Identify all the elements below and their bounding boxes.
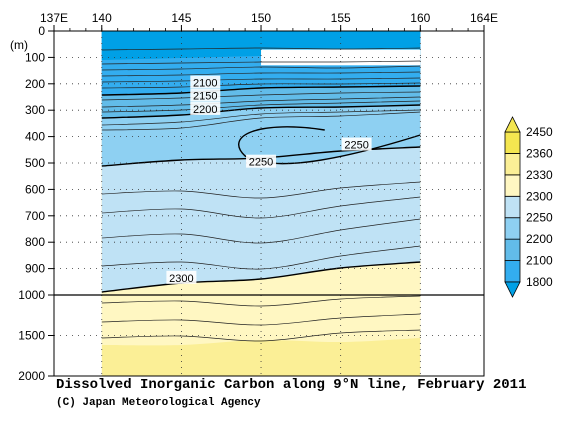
y-tick-label-1: 100 [25,50,45,64]
x-tick-label-3: 150 [251,11,271,25]
contour-thin-8 [101,100,421,113]
contour-thin-17 [101,329,421,342]
contour-2200 [101,104,421,119]
credit-line: (C) Japan Meteorological Agency [56,397,261,409]
colorbar-label-5: 2200 [526,232,553,246]
y-tick-label-11: 1500 [18,329,45,343]
contour-thin-13 [101,218,421,244]
contour-label-5: 2300 [169,273,193,285]
y-tick-label-6: 600 [25,182,45,196]
colorbar-label-6: 2100 [526,254,553,268]
chart-title: Dissolved Inorganic Carbon along 9°N lin… [56,377,527,393]
contour-label-1: 2150 [193,91,217,103]
x-tick-label-5: 160 [410,11,430,25]
contour-thin-15 [101,295,421,307]
contour-thin-0 [101,47,421,51]
contour-label-bg-4 [341,137,372,151]
contour-label-bg-5 [166,270,197,284]
y-tick-label-9: 900 [25,262,45,276]
depth-unit-label: (m) [10,38,28,52]
contour-label-bg-2 [190,101,221,115]
x-tick-label-2: 145 [171,11,191,25]
contour-thin-14 [101,245,421,270]
depth-axis: (m) 0 100 200 300 400 500 600 700 800 900 1000 1500… [10,24,54,383]
contour-label-bg-3 [246,154,277,168]
y-tick-label-4: 400 [25,130,45,144]
y-tick-label-2: 200 [25,77,45,91]
colorbar-segment-2 [504,217,521,240]
colorbar-segment-1 [504,238,521,261]
colorbar-segment-5 [504,153,521,176]
colorbar-label-1: 2360 [526,146,553,160]
x-tick-label-1: 140 [92,11,112,25]
colorbar-segment-4 [504,174,521,197]
contour-label-4: 2250 [344,140,368,152]
plot-frame [53,30,485,377]
y-tick-label-3: 300 [25,103,45,117]
contour-thin-10 [101,111,421,131]
fill-bulge-2250 [238,125,421,164]
contour-label-3: 2250 [249,157,273,169]
colorbar: 2450 2360 2330 2300 2250 2200 2100 1800 [504,116,553,298]
contour-2300 [101,261,421,293]
colorbar-segment-0 [504,260,521,283]
contour-label-0: 2100 [193,77,217,89]
colorbar-label-3: 2300 [526,189,553,203]
y-tick-label-8: 800 [25,235,45,249]
x-tick-label-6: 164E [470,11,498,25]
colorbar-bottom-arrow [504,281,521,298]
x-tick-label-4: 155 [331,11,351,25]
colorbar-label-0: 2450 [526,125,553,139]
y-tick-label-5: 500 [25,156,45,170]
longitude-axis: 137E 140 145 150 155 160 164E [40,11,498,31]
y-tick-label-7: 700 [25,209,45,223]
colorbar-top-arrow [504,116,521,133]
y-tick-label-12: 2000 [18,369,45,383]
contour-label-bg-1 [190,88,221,102]
contour-thin-9 [101,109,421,126]
colorbar-segment-6 [504,131,521,154]
contour-label-2: 2200 [193,104,217,116]
colorbar-label-2: 2330 [526,168,553,182]
contour-thin-11 [101,181,421,199]
contour-2100 [101,85,421,96]
contour-thin-6 [101,91,421,101]
y-tick-label-0: 0 [38,24,45,38]
colorbar-label-7: 1800 [526,275,553,289]
colorbar-segment-3 [504,195,521,219]
colored-section [101,31,421,376]
x-tick-label-0: 137E [40,11,68,25]
contour-label-bg-0 [190,75,221,89]
colorbar-label-4: 2250 [526,211,553,225]
contour-thin-7 [101,96,421,108]
y-tick-label-10: 1000 [18,288,45,302]
contour-2250-bulge [238,126,421,165]
